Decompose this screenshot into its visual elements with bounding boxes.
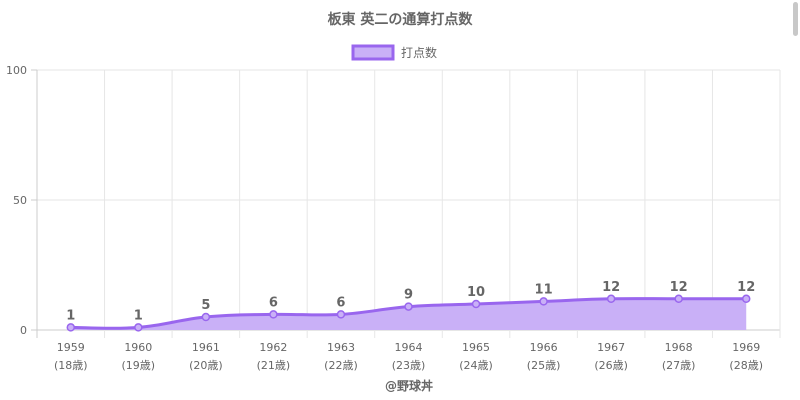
data-point — [134, 323, 143, 332]
data-point — [674, 294, 683, 304]
legend-label: 打点数 — [401, 45, 437, 60]
x-tick-label: 1961 — [192, 341, 220, 354]
data-label: 10 — [467, 285, 485, 300]
x-tick-sublabel: (22歳) — [324, 359, 358, 372]
data-point — [66, 323, 76, 332]
data-label: 12 — [602, 280, 620, 295]
x-tick-sublabel: (26歳) — [594, 359, 628, 372]
x-tick-label: 1968 — [665, 341, 693, 354]
x-tick-sublabel: (24歳) — [459, 359, 493, 372]
x-tick-label: 1960 — [124, 341, 152, 354]
x-tick-label: 1963 — [327, 341, 355, 354]
x-tick-label: 1964 — [395, 341, 423, 354]
x-tick-sublabel: (21歳) — [257, 359, 291, 372]
data-label: 1 — [66, 308, 75, 323]
x-tick-label: 1965 — [462, 341, 490, 354]
x-tick-sublabel: (28歳) — [729, 359, 763, 372]
x-tick-sublabel: (19歳) — [122, 359, 156, 372]
data-label: 11 — [535, 282, 553, 297]
data-label: 9 — [404, 288, 413, 303]
data-label: 1 — [134, 308, 143, 323]
grid — [36, 69, 781, 338]
x-tick-label: 1959 — [57, 341, 85, 354]
x-tick-sublabel: (25歳) — [527, 359, 561, 372]
y-tick-label: 0 — [20, 324, 27, 337]
data-label: 6 — [269, 295, 278, 310]
y-tick-label: 100 — [6, 64, 27, 77]
x-tick-sublabel: (18歳) — [54, 359, 88, 372]
data-label: 5 — [201, 298, 210, 313]
series-layer — [66, 294, 751, 332]
x-tick-sublabel: (20歳) — [189, 359, 223, 372]
x-tick-sublabel: (23歳) — [392, 359, 426, 372]
chart-title: 板東 英二の通算打点数 — [328, 11, 474, 28]
data-point — [741, 294, 751, 304]
legend[interactable]: 打点数 — [351, 44, 437, 61]
x-tick-label: 1967 — [597, 341, 625, 354]
data-point — [471, 299, 481, 309]
legend-swatch — [351, 44, 395, 61]
x-tick-label: 1966 — [530, 341, 558, 354]
series-area — [70, 298, 747, 330]
x-tick-label: 1969 — [732, 341, 760, 354]
scrollbar[interactable] — [793, 2, 798, 36]
axes: 0501001959(18歳)1960(19歳)1961(20歳)1962(21… — [6, 64, 763, 372]
data-labels: 1 15 6 69 10 11 12 12 12 — [66, 280, 755, 324]
data-point — [606, 294, 616, 304]
data-point — [201, 312, 211, 322]
data-point — [539, 297, 548, 306]
data-point — [404, 302, 413, 311]
x-tick-sublabel: (27歳) — [662, 359, 696, 372]
data-label: 12 — [737, 280, 755, 295]
data-point — [336, 310, 346, 319]
data-point — [269, 310, 278, 319]
x-tick-label: 1962 — [259, 341, 287, 354]
data-label: 6 — [336, 295, 345, 310]
y-tick-label: 50 — [13, 194, 27, 207]
data-label: 12 — [670, 280, 688, 295]
credit-text: @野球丼 — [385, 378, 433, 393]
